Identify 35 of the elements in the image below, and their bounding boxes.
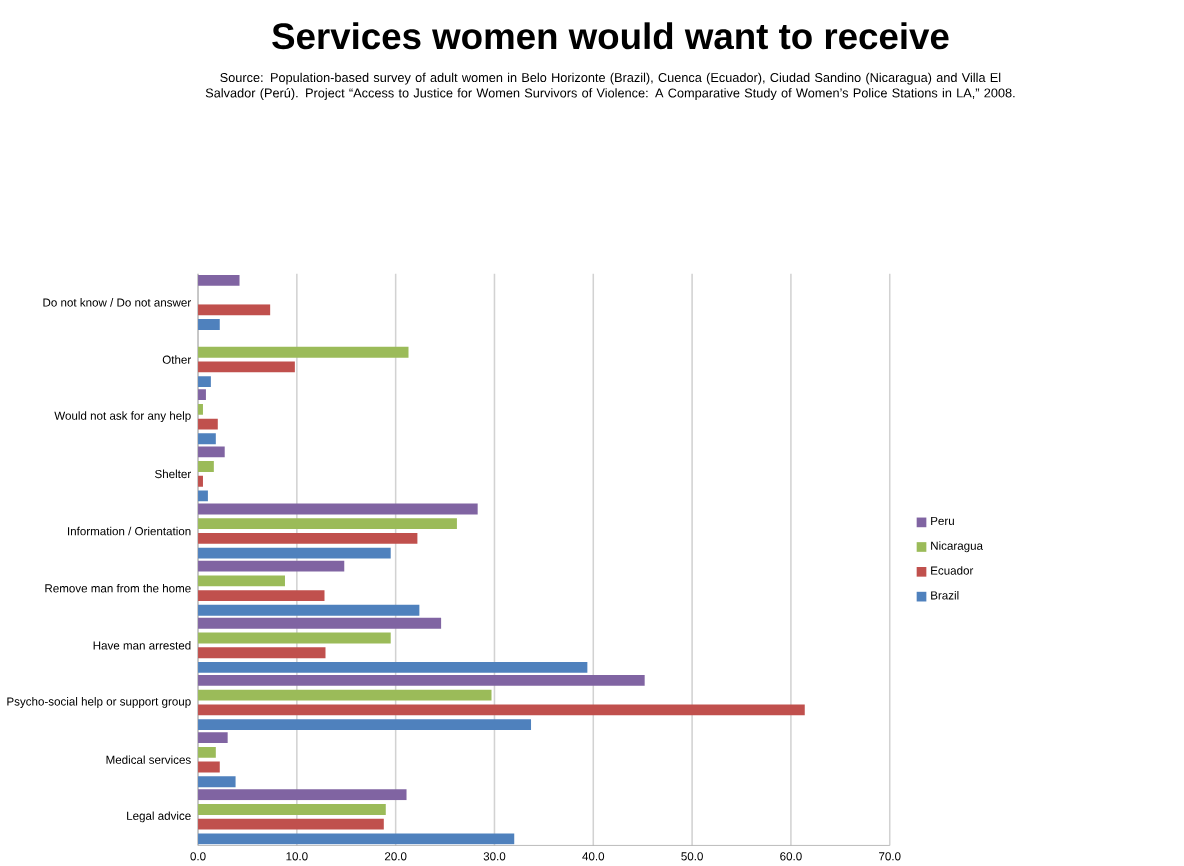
bar [198,460,214,472]
bar [198,375,211,387]
bar [198,818,384,830]
bar [198,617,442,629]
chart-title: Services women would want to receive [272,21,949,49]
bar [198,788,407,800]
bar [198,704,805,715]
bar [198,746,216,758]
bar [198,361,295,372]
bar [198,604,420,616]
bar [198,718,532,730]
bar [198,674,645,686]
bar [198,560,345,572]
bar [198,532,418,544]
bar [198,388,206,400]
bar [198,303,271,315]
bar [198,646,326,658]
bar [198,503,478,514]
bar [198,445,225,457]
bar [198,574,285,586]
bar [198,803,386,815]
bar [198,731,228,743]
bar [198,547,391,559]
bar [198,632,391,643]
bar [198,318,220,330]
bar [198,517,457,529]
bar [198,589,325,601]
bar [198,775,236,787]
bar [198,418,218,430]
bar [198,661,588,673]
bar [198,346,409,358]
bar [198,274,240,286]
bar [198,833,515,844]
bar [198,689,492,701]
bar [198,432,216,444]
